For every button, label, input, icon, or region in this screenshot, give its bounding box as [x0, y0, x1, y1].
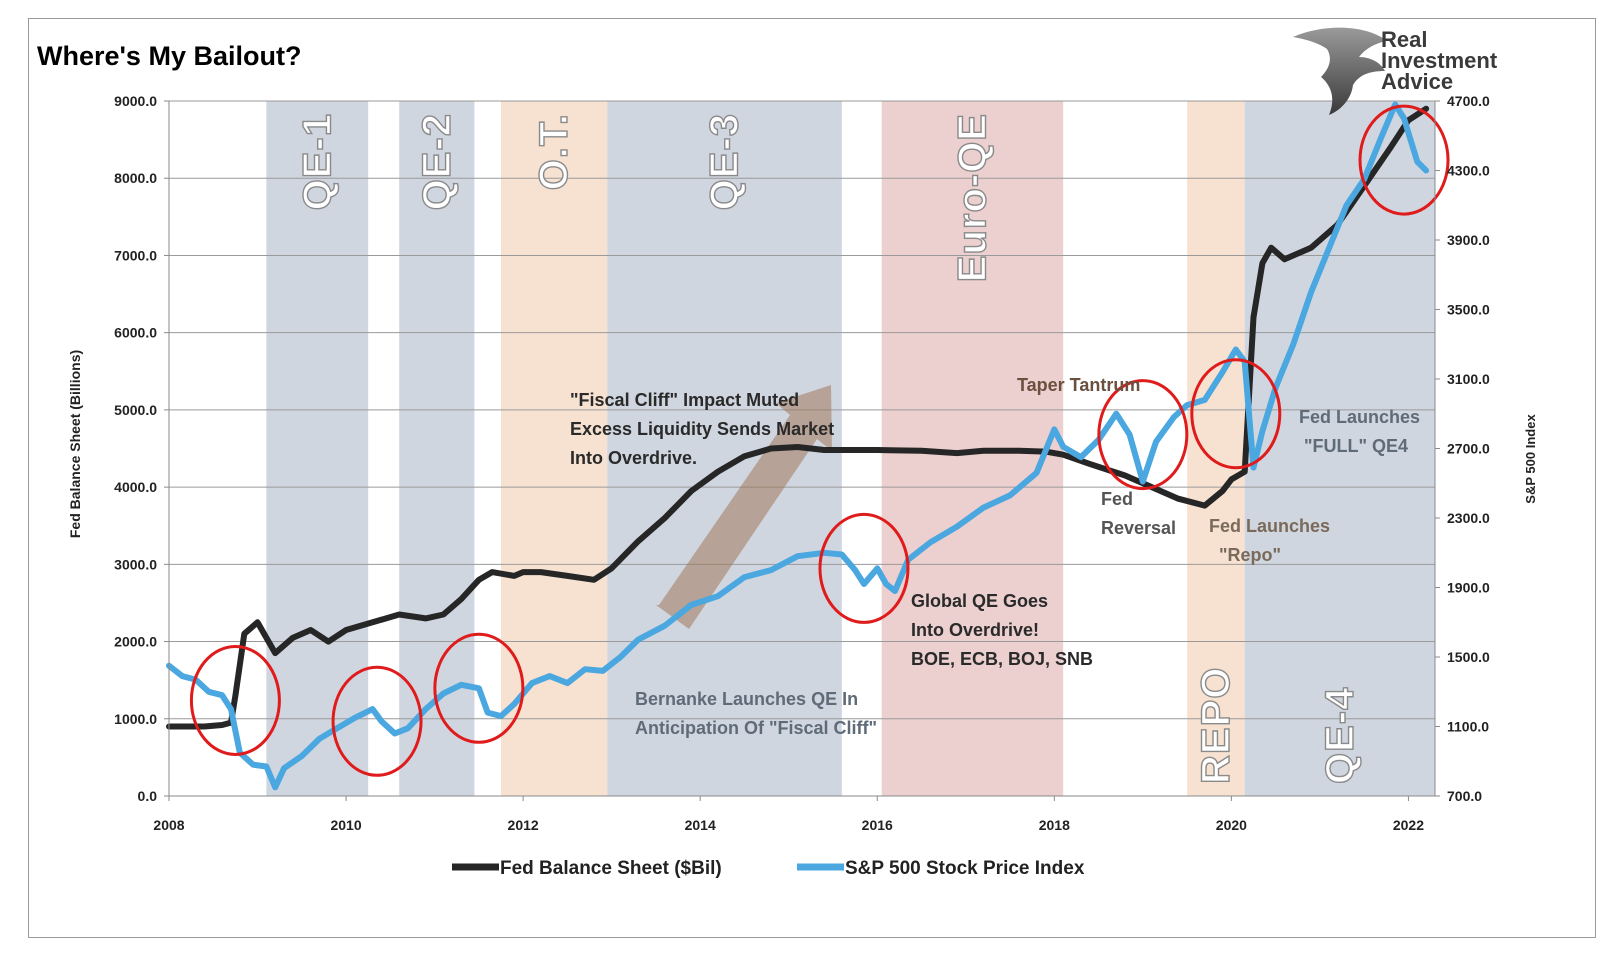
band-label-euro-qe: Euro-QE — [950, 113, 994, 282]
chart-frame: QE-1 QE-2 O.T. QE-3 Euro-QE REPO QE-4 0.0 1000.… — [28, 18, 1596, 938]
annotation-repo-1: Fed Launches — [1209, 516, 1330, 536]
annotation-full-qe4-1: Fed Launches — [1299, 407, 1420, 427]
band-qe-1 — [266, 101, 369, 796]
y2-tick-label: 1900.0 — [1447, 580, 1490, 596]
band-label-o-t: O.T. — [532, 113, 576, 190]
band-repo — [1187, 101, 1245, 796]
annotation-fed-reversal-1: Fed — [1101, 489, 1133, 509]
y2-tick-label: 3900.0 — [1447, 232, 1490, 248]
y2-tick-label: 2700.0 — [1447, 441, 1490, 457]
logo: Real Investment Advice — [1293, 27, 1498, 115]
annotation-fiscal-cliff-1: "Fiscal Cliff" Impact Muted — [570, 390, 799, 410]
y-tick-label: 3000.0 — [114, 556, 157, 572]
y2-tick-label: 700.0 — [1447, 788, 1482, 804]
y-tick-label: 8000.0 — [114, 170, 157, 186]
x-tick-label: 2008 — [153, 817, 184, 833]
highlight-circle-6 — [1190, 358, 1282, 470]
highlight-circle-1 — [189, 644, 281, 756]
y2-tick-label: 4300.0 — [1447, 163, 1490, 179]
y-tick-label: 4000.0 — [114, 479, 157, 495]
y2-axis-title: S&P 500 Index — [1523, 414, 1538, 504]
band-label-qe-2: QE-2 — [415, 113, 459, 210]
logo-text-real: Real — [1381, 27, 1427, 52]
chart-title: Where's My Bailout? — [37, 41, 301, 71]
x-tick-label: 2018 — [1039, 817, 1070, 833]
band-label-qe-3: QE-3 — [703, 113, 747, 210]
annotation-global-qe-2: Into Overdrive! — [911, 620, 1039, 640]
annotation-bernanke-2: Anticipation Of "Fiscal Cliff" — [635, 718, 877, 738]
x-tick-label: 2020 — [1216, 817, 1247, 833]
x-tick-label: 2010 — [330, 817, 361, 833]
y-tick-label: 0.0 — [138, 788, 158, 804]
y-tick-label: 6000.0 — [114, 325, 157, 341]
band-label-qe-4: QE-4 — [1318, 687, 1362, 784]
y2-tick-label: 1500.0 — [1447, 649, 1490, 665]
annotation-fiscal-cliff-3: Into Overdrive. — [570, 448, 697, 468]
y2-tick-label: 1100.0 — [1447, 719, 1489, 735]
logo-text-investment: Investment — [1381, 48, 1498, 73]
annotation-full-qe4-2: "FULL" QE4 — [1304, 436, 1408, 456]
band-labels-layer: QE-1 QE-2 O.T. QE-3 Euro-QE REPO QE-4 — [295, 112, 1363, 784]
annotation-bernanke-1: Bernanke Launches QE In — [635, 689, 858, 709]
y2-tick-label: 3100.0 — [1447, 371, 1490, 387]
highlight-circle-3 — [433, 632, 525, 744]
x-tick-label: 2014 — [685, 817, 716, 833]
y-axis-title: Fed Balance Sheet (Billions) — [67, 350, 83, 538]
circles-layer — [189, 104, 1450, 777]
y-tick-label: 5000.0 — [114, 402, 157, 418]
y-tick-label: 9000.0 — [114, 93, 157, 109]
highlight-circle-4 — [818, 512, 910, 624]
legend-label-sp500: S&P 500 Stock Price Index — [845, 858, 1085, 879]
y2-tick-label: 3500.0 — [1447, 302, 1490, 318]
y-tick-label: 2000.0 — [114, 634, 157, 650]
legend: Fed Balance Sheet ($Bil) S&P 500 Stock P… — [452, 858, 1085, 879]
logo-text-advice: Advice — [1381, 69, 1453, 94]
y-tick-label: 1000.0 — [114, 711, 157, 727]
highlight-circle-2 — [331, 665, 423, 777]
annotation-global-qe-1: Global QE Goes — [911, 591, 1048, 611]
annotation-repo-2: "Repo" — [1219, 545, 1281, 565]
annotation-fiscal-cliff-2: Excess Liquidity Sends Market — [570, 419, 834, 439]
annotation-fed-reversal-2: Reversal — [1101, 518, 1176, 538]
annotation-taper-tantrum: Taper Tantrum — [1017, 375, 1140, 395]
highlight-circle-7 — [1358, 104, 1450, 216]
x-tick-label: 2016 — [862, 817, 893, 833]
y-tick-label: 7000.0 — [114, 247, 157, 263]
axes-layer: 0.0 1000.0 2000.0 3000.0 4000.0 5000.0 6000.0 7… — [114, 93, 1490, 833]
eagle-logo-icon — [1293, 27, 1387, 115]
band-label-repo: REPO — [1194, 667, 1238, 784]
legend-label-fed: Fed Balance Sheet ($Bil) — [500, 858, 722, 879]
y2-tick-label: 2300.0 — [1447, 510, 1490, 526]
y2-tick-label: 4700.0 — [1447, 93, 1490, 109]
annotation-global-qe-3: BOE, ECB, BOJ, SNB — [911, 649, 1093, 669]
chart-svg: QE-1 QE-2 O.T. QE-3 Euro-QE REPO QE-4 0.0 1000.… — [37, 27, 1538, 879]
highlight-circle-5 — [1097, 379, 1189, 491]
band-label-qe-1: QE-1 — [295, 113, 339, 210]
x-tick-label: 2012 — [508, 817, 539, 833]
x-tick-label: 2022 — [1393, 817, 1424, 833]
